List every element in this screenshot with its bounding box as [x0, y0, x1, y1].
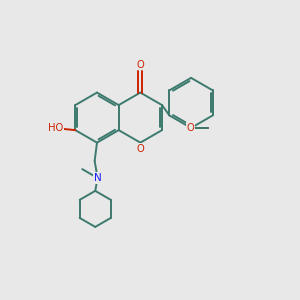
Text: O: O — [136, 60, 144, 70]
Text: N: N — [94, 173, 101, 183]
Text: O: O — [187, 123, 194, 133]
Text: HO: HO — [48, 123, 63, 133]
Text: O: O — [187, 123, 194, 133]
Text: HO: HO — [48, 123, 63, 133]
Text: O: O — [136, 144, 144, 154]
Text: O: O — [136, 144, 144, 154]
Text: O: O — [136, 60, 144, 70]
